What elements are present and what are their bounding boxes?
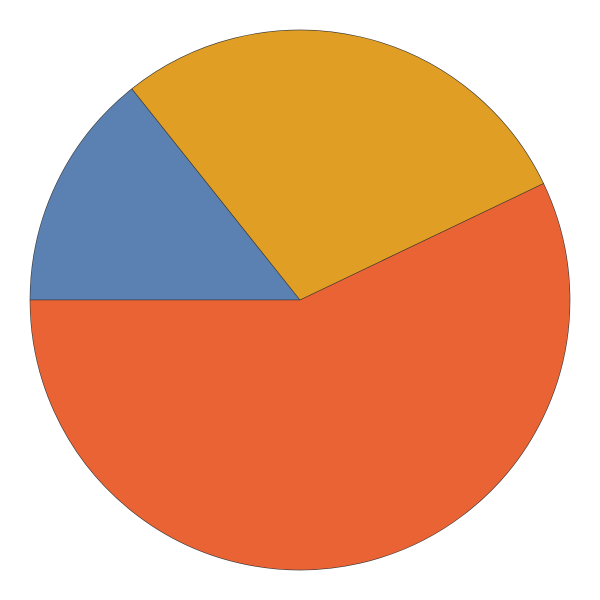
pie-slice [29, 183, 571, 571]
pie-slice [29, 88, 301, 301]
